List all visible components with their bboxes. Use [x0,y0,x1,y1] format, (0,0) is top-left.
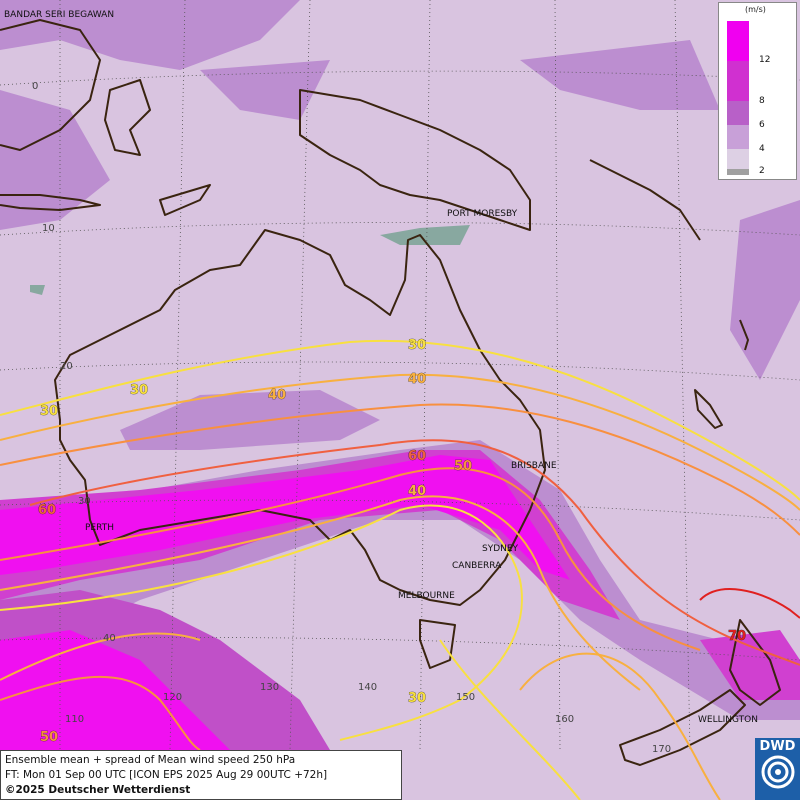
new-guinea-coast [299,89,531,231]
solomon-islands [589,159,701,241]
caption-title: Ensemble mean + spread of Mean wind spee… [5,754,296,766]
tasmania-coast [419,619,456,669]
grid-label: 130 [260,682,279,693]
vanuatu [739,319,749,351]
grid-label: 170 [652,744,671,755]
caption-forecast-time: FT: Mon 01 Sep 00 UTC [ICON EPS 2025 Aug… [5,769,328,781]
contour-label: 50 [454,459,472,474]
grid-label: 0 [32,81,38,92]
legend-tick: 4 [759,144,765,154]
contour-50-sw [0,675,201,751]
city-label: CANBERRA [452,561,502,571]
grid-label: 160 [555,714,574,725]
grid-label: 120 [163,692,182,703]
contour-30-south [0,504,523,741]
new-caledonia [694,389,723,429]
legend-tick: 8 [759,96,765,106]
grid-label: 140 [358,682,377,693]
contour-label: 30 [40,404,58,419]
caption-box: Ensemble mean + spread of Mean wind spee… [0,750,402,800]
legend-tick: 6 [759,120,765,130]
caption-copyright: ©2025 Deutscher Wetterdienst [5,784,191,796]
grid-label: 110 [65,714,84,725]
contour-label: 30 [408,338,426,353]
contour-label: 30 [130,383,148,398]
legend-swatch [727,149,749,169]
legend-swatch [727,61,749,101]
legend-tick: 2 [759,166,765,176]
contour-70 [699,588,800,619]
legend-swatch [727,169,749,175]
contour-50-south [0,467,701,651]
legend-unit: (m/s) [745,5,766,14]
contour-40-south [0,495,641,691]
java-coast [0,194,101,211]
legend: (m/s) 12 8 6 4 2 [718,2,797,180]
city-label: BRISBANE [511,461,557,471]
contour-label: 70 [728,629,746,644]
legend-swatch [727,101,749,125]
contour-label: 30 [408,691,426,706]
city-label: SYDNEY [482,544,519,554]
coastlines [0,19,781,766]
contour-label: 40 [268,388,286,403]
contour-40-east [519,652,721,800]
contour-50-north [0,403,800,536]
dwd-logo: DWD [755,738,800,800]
city-label: PORT MORESBY [447,209,518,219]
contour-30-north [0,339,800,501]
sulawesi-coast [104,79,151,156]
legend-swatch [727,125,749,149]
grid-label: 150 [456,692,475,703]
grid-label: 20 [60,361,73,372]
contour-label: 60 [408,449,426,464]
contour-label: 50 [40,730,58,745]
contour-label: 60 [38,503,56,518]
borneo-coast [0,19,101,151]
legend-swatch [727,21,749,61]
swirl-icon [761,755,794,789]
nz-south-coast [619,689,746,766]
wind-contours [0,339,800,800]
graticule [0,0,800,751]
logo-text: DWD [759,739,796,754]
city-label: MELBOURNE [398,591,455,601]
australia-coast [54,229,546,606]
city-label: PERTH [85,523,114,533]
timor-coast [159,184,211,216]
contour-30-east [439,639,581,800]
legend-tick: 12 [759,55,771,65]
nz-north-coast [729,619,781,706]
grid-label: 40 [103,633,116,644]
city-label: WELLINGTON [698,715,758,725]
contour-60 [29,439,800,666]
contour-label: 40 [408,484,426,499]
contour-label: 40 [408,372,426,387]
contour-labels: 30 30 40 30 40 60 50 40 60 70 30 50 [38,338,747,746]
grid-labels: 0 10 20 30 40 110 120 130 140 150 160 17… [32,81,671,755]
grid-label: 10 [42,223,55,234]
contour-40-sw [0,632,201,681]
grid-label: 30 [78,496,91,507]
city-label: BANDAR SERI BEGAWAN [4,10,114,20]
city-labels: BANDAR SERI BEGAWAN PORT MORESBY BRISBAN… [4,10,758,725]
contour-40-north [0,373,800,511]
